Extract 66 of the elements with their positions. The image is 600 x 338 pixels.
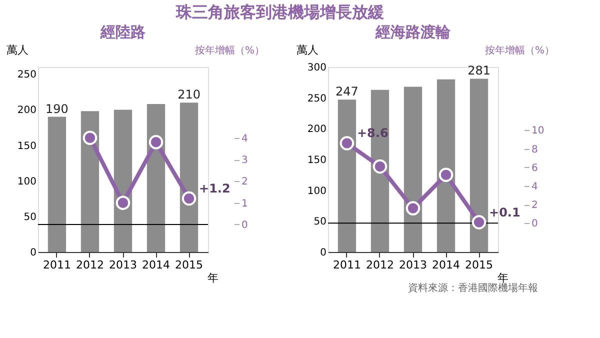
x-tick-label: 2011 [42,258,71,272]
y-tick-label: 100 [307,186,326,197]
bar [404,86,422,252]
data-label: 210 [178,88,200,102]
data-label: 281 [468,64,490,78]
y-tick-label: 150 [17,140,36,152]
data-label: +1.2 [199,181,230,196]
y2-tick-label: 2 [242,176,248,188]
y-tick-label: 50 [314,216,326,228]
point [116,196,130,210]
y2-tick-label: 2 [532,200,538,212]
y2-axis-title: 按年增幅（%） [484,44,554,56]
source-note: 資料來源：香港國際機場年報 [408,282,538,294]
text: 珠三角旅客到港機場增長放緩 [175,2,385,22]
bar [470,78,488,252]
point [406,201,420,216]
x-tick-label: 2015 [175,258,204,272]
y2-tick-label: 6 [532,162,538,174]
x-tick-label: 2013 [109,258,137,272]
point [182,191,196,206]
y-axis-title: 萬人 [6,44,28,56]
y2-tick-label: 1 [242,198,248,210]
point [438,168,454,182]
bar [80,111,100,252]
y-tick-label: 200 [17,105,36,116]
y-tick-label: 150 [307,155,326,166]
x-tick-label: 2011 [332,258,361,272]
y-tick-label: 0 [30,248,36,258]
y2-tick-label: 8 [532,144,538,156]
x-tick-label: 2012 [366,258,394,272]
y-tick-label: 50 [24,212,36,223]
bar [48,116,66,252]
point [340,136,354,150]
y-axis-title: 萬人 [296,44,318,56]
x-axis-title: 年 [498,272,508,284]
point [372,159,388,174]
y2-tick-label: 3 [242,155,248,166]
y-tick-label: 200 [307,124,326,136]
chart-subtitle: 經陸路 [100,23,146,41]
y2-axis-title: 按年增幅（%） [194,44,264,56]
point [148,135,164,150]
y-tick-label: 0 [320,248,326,258]
x-tick-label: 2014 [142,258,170,272]
y2-tick-label: 0 [242,220,248,231]
x-tick-label: 2013 [399,258,427,272]
y2-tick-label: 0 [532,218,538,230]
data-label: +0.1 [489,205,520,220]
bar [436,79,456,252]
y-tick-label: 300 [307,62,326,74]
x-tick-label: 2014 [432,258,460,272]
x-tick-label: 2012 [76,258,104,272]
x-tick-label: 2015 [465,258,494,272]
y2-tick-label: 4 [242,133,248,144]
chart-subtitle: 經海路渡輪 [374,23,452,41]
point [82,130,98,145]
y-tick-label: 100 [17,176,36,188]
x-axis-title: 年 [208,272,218,284]
data-label: 190 [46,102,68,116]
y-tick-label: 250 [17,70,36,81]
bar [180,102,198,252]
bar [338,100,356,252]
data-label: 247 [336,84,358,99]
point [472,215,486,230]
y-tick-label: 250 [307,93,326,104]
y2-tick-label: 10 [532,126,544,137]
y2-tick-label: 4 [532,181,538,192]
